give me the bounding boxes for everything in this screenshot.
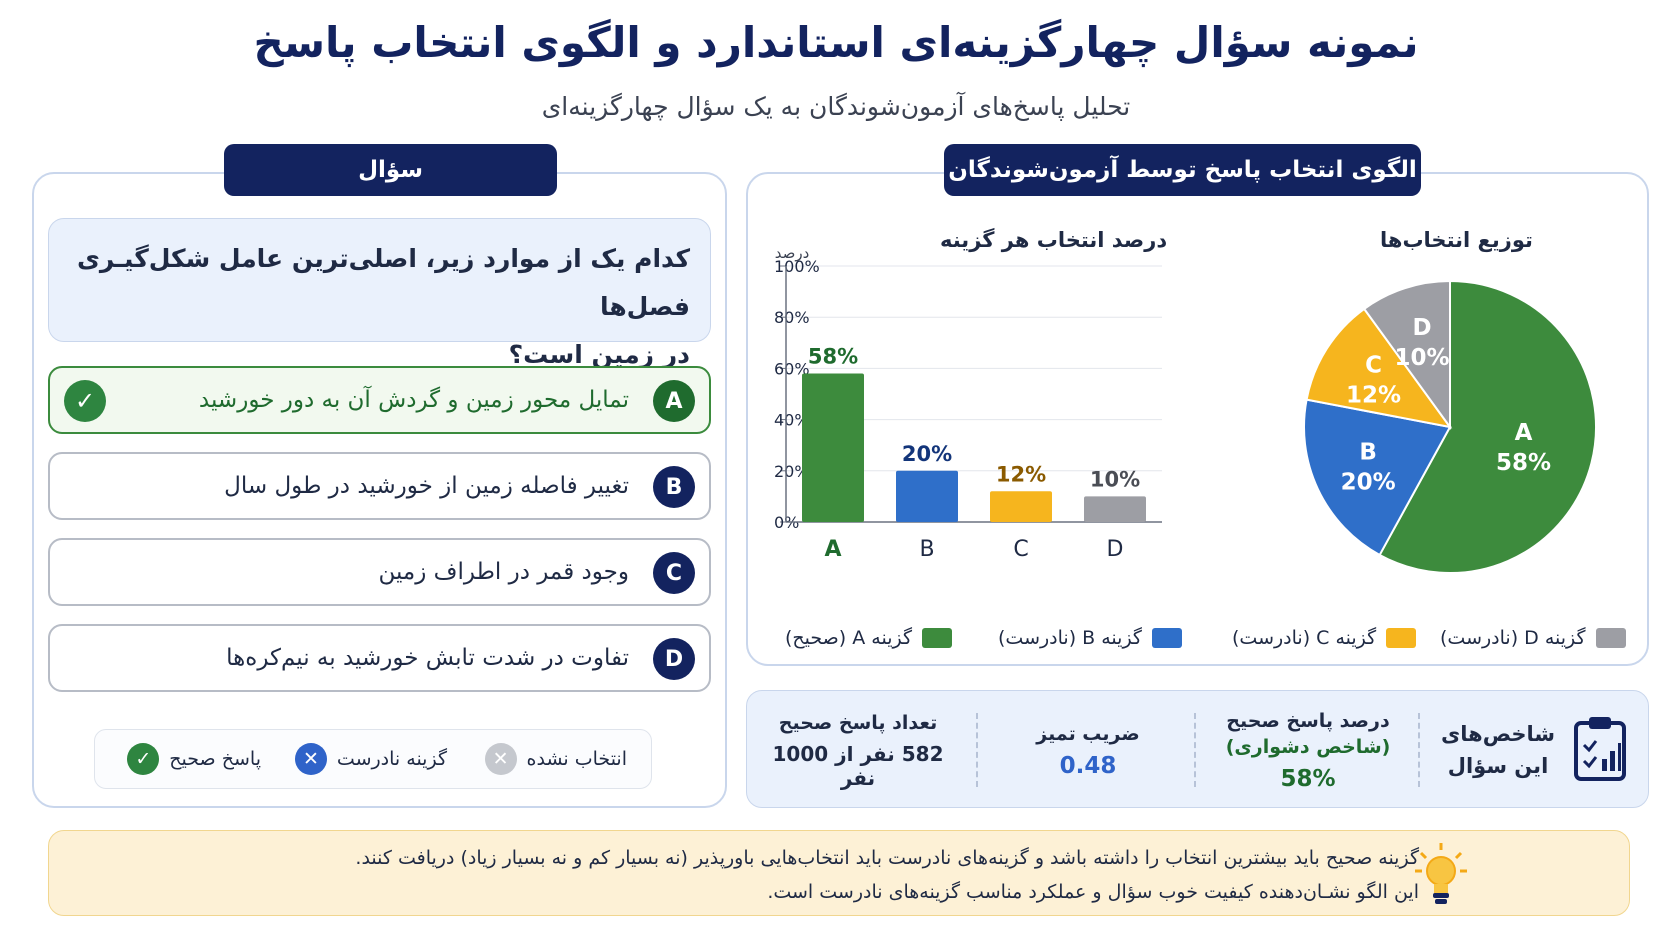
correct-count-value: 582 نفر از 1000 نفر [772, 742, 944, 790]
option-text: تغییر فاصله زمین از خورشید در طول سال [224, 473, 629, 499]
option-letter: A [653, 380, 695, 422]
divider [1418, 713, 1420, 787]
pie-category-label: C [1365, 352, 1382, 378]
legend-swatch [1151, 628, 1182, 648]
tip-box: گزینه صحیح باید بیشترین انتخاب را داشته … [48, 830, 1630, 916]
legend-swatch [922, 628, 953, 648]
bar-chart: درصد 0%20%40%60%80%100% 58%A20%B12%C10%D [774, 244, 1162, 562]
page-title: نمونه سؤال چهارگزینه‌ای استاندارد و الگو… [253, 18, 1419, 67]
legend-correct: پاسخ صحیح ✓ [127, 730, 261, 788]
bar-b [896, 470, 958, 522]
option-letter: B [653, 466, 695, 508]
check-icon: ✓ [127, 743, 160, 775]
legend-swatch [1386, 628, 1417, 648]
pie-slice-c [1305, 307, 1453, 429]
pie-value-label: 10% [1394, 345, 1449, 371]
option-letter: C [653, 552, 695, 594]
indicators-title-line2: این سؤال [1447, 754, 1549, 778]
series-legend-b: گزینه B (نادرست) [998, 622, 1182, 654]
option-b[interactable]: B تغییر فاصله زمین از خورشید در طول سال [48, 452, 711, 520]
tip-text: گزینه صحیح باید بیشترین انتخاب را داشته … [169, 841, 1419, 909]
bar-a [802, 373, 864, 522]
difficulty-metric: درصد پاسخ صحیح (شاخص دشواری) 58% [1218, 691, 1398, 809]
correct-count-metric: تعداد پاسخ صحیح 582 نفر از 1000 نفر [758, 691, 958, 809]
y-tick-label: 60% [774, 359, 810, 378]
discrimination-value: 0.48 [1059, 753, 1117, 779]
option-c[interactable]: C وجود قمر در اطراف زمین [48, 538, 711, 606]
option-text: تفاوت در شدت تابش خورشید به نیم‌کره‌ها [226, 645, 629, 671]
difficulty-value: 58% [1280, 766, 1336, 792]
option-text: وجود قمر در اطراف زمین [378, 559, 629, 585]
legend-unselected-label: انتخاب نشده [526, 748, 627, 770]
bar-value-label: 10% [1090, 467, 1140, 491]
option-d[interactable]: D تفاوت در شدت تابش خورشید به نیم‌کره‌ها [48, 624, 711, 692]
clipboard-chart-icon [1574, 717, 1626, 781]
x-tick-label: A [824, 537, 841, 562]
pie-value-label: 12% [1346, 382, 1401, 408]
pie-value-label: 58% [1496, 450, 1551, 476]
bar-d [1084, 496, 1146, 522]
pie-category-label: A [1515, 420, 1533, 446]
pie-slice-b [1303, 398, 1452, 557]
legend-label: گزینه A (صحیح) [785, 627, 913, 649]
bar-chart-title: درصد انتخاب هر گزینه [940, 228, 1168, 252]
difficulty-sublabel: (شاخص دشواری) [1225, 736, 1391, 758]
question-panel-heading: سؤال [224, 144, 557, 196]
legend-wrong: گزینه نادرست ✕ [294, 730, 447, 788]
option-letter: D [653, 638, 695, 680]
pie-category-label: B [1359, 440, 1377, 466]
option-text: تمایل محور زمین و گردش آن به دور خورشید [198, 387, 629, 413]
pie-chart-title: توزیع انتخاب‌ها [1380, 228, 1533, 252]
difficulty-label: درصد پاسخ صحیح [1226, 710, 1390, 732]
discrimination-metric: ضریب تمیز 0.48 [1008, 691, 1168, 809]
pie-chart: A 58% B 20% C 12% D 10% [1303, 279, 1597, 574]
bar-value-label: 12% [996, 462, 1046, 486]
y-tick-label: 20% [774, 462, 810, 481]
check-icon: ✓ [64, 380, 106, 422]
pattern-panel-heading: الگوی انتخاب پاسخ توسط آزمون‌شوندگان [944, 144, 1421, 196]
discrimination-label: ضریب تمیز [1036, 723, 1140, 745]
page-subtitle: تحلیل پاسخ‌های آزمون‌شوندگان به یک سؤال … [541, 92, 1131, 121]
series-legend-a: گزینه A (صحیح) [785, 622, 953, 654]
pie-slice-d [1362, 279, 1451, 431]
series-legend-c: گزینه C (نادرست) [1232, 622, 1417, 654]
unselected-icon: ✕ [484, 743, 517, 775]
y-tick-label: 40% [774, 411, 810, 430]
legend-wrong-label: گزینه نادرست [336, 748, 447, 770]
bar-value-label: 58% [808, 345, 858, 369]
y-tick-label: 100% [774, 257, 820, 276]
indicators-title: شاخص‌های این سؤال [1438, 691, 1558, 809]
divider [976, 713, 978, 787]
question-text-box: کدام یک از موارد زیر، اصلی‌ترین عامل شکل… [48, 218, 711, 369]
pie-value-label: 20% [1341, 470, 1396, 496]
tip-line-2: این الگو نشـان‌دهنده کیفیت خوب سؤال و عم… [767, 881, 1419, 903]
cross-icon: ✕ [294, 743, 327, 775]
y-tick-label: 80% [774, 308, 810, 327]
divider [1194, 713, 1196, 787]
indicators-title-line1: شاخص‌های [1441, 722, 1556, 746]
bar-c [990, 491, 1052, 522]
bar-value-label: 20% [902, 442, 952, 466]
question-line-2: در زمین است؟ [508, 340, 690, 369]
correct-count-label: تعداد پاسخ صحیح [778, 712, 938, 734]
series-legend-d: گزینه D (نادرست) [1440, 622, 1626, 654]
option-a[interactable]: A تمایل محور زمین و گردش آن به دور خورشی… [48, 366, 711, 434]
lightbulb-icon [1415, 843, 1467, 904]
legend-label: گزینه B (نادرست) [998, 627, 1142, 649]
question-line-1: کدام یک از موارد زیر، اصلی‌ترین عامل شکل… [76, 244, 690, 321]
y-axis-unit: درصد [775, 244, 810, 262]
indicators-panel: شاخص‌های این سؤال درصد پاسخ صحیح (شاخص د… [746, 690, 1649, 808]
legend-correct-label: پاسخ صحیح [169, 748, 261, 770]
tip-line-1: گزینه صحیح باید بیشترین انتخاب را داشته … [355, 847, 1419, 869]
legend-unselected: انتخاب نشده ✕ [484, 730, 627, 788]
pie-category-label: D [1412, 315, 1431, 341]
x-tick-label: B [919, 537, 934, 562]
x-tick-label: C [1013, 537, 1028, 562]
legend-swatch [1595, 628, 1626, 648]
legend-label: گزینه C (نادرست) [1232, 627, 1377, 649]
x-tick-label: D [1107, 537, 1124, 562]
answer-legend: انتخاب نشده ✕ گزینه نادرست ✕ پاسخ صحیح ✓ [94, 729, 652, 789]
legend-label: گزینه D (نادرست) [1440, 627, 1586, 649]
pie-slice-a [1378, 279, 1597, 574]
